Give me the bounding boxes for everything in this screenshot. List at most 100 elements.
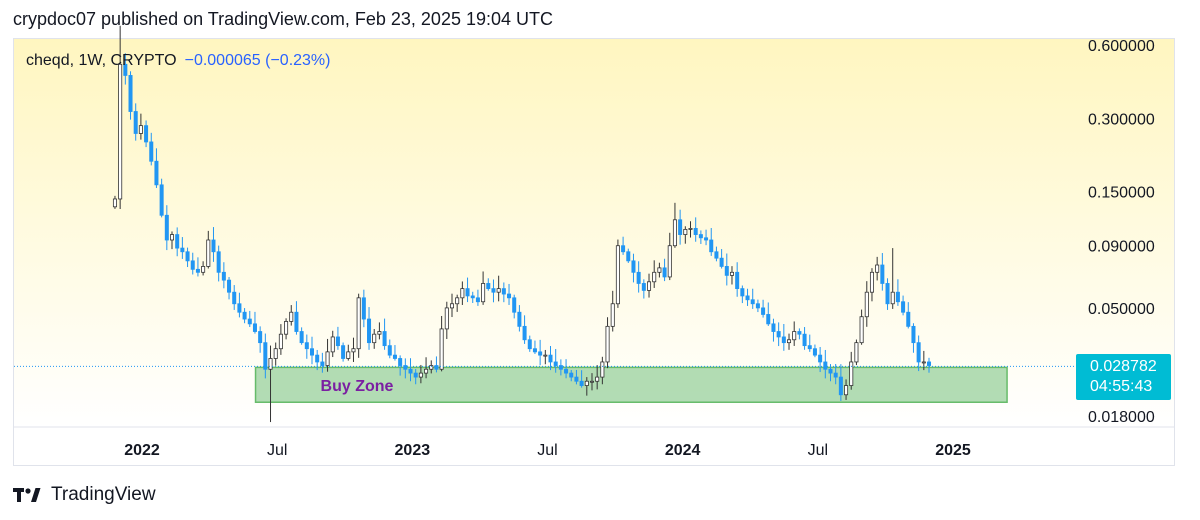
candle-28 [258,326,263,353]
candle-125 [761,299,766,318]
candle-20 [216,245,221,282]
candle-121 [740,285,745,304]
candle-105 [657,262,662,278]
y-axis: 0.600000 0.300000 0.150000 0.090000 0.050000… [1088,38,1155,426]
candle-12 [175,227,180,257]
candle-33 [284,318,289,340]
candle-29 [263,333,268,379]
candle-141 [844,379,849,400]
bar-countdown: 04:55:43 [1090,378,1153,395]
candle-46 [351,337,356,362]
candle-116 [714,246,719,262]
candle-73 [491,279,496,303]
x-axis: 2022 Jul 2023 Jul 2024 Jul 2025 [124,442,971,459]
candle-111 [688,221,693,238]
last-price-value: 0.028782 [1090,358,1157,375]
candle-135 [812,344,817,358]
candle-110 [683,226,688,244]
candle-134 [807,334,812,352]
candle-154 [911,323,916,353]
candle-97 [615,239,620,308]
candle-115 [709,228,714,256]
candle-137 [823,349,828,379]
candle-47 [356,293,361,358]
candle-4 [133,103,138,141]
candle-107 [667,232,672,281]
candle-38 [309,336,315,365]
candle-45 [346,344,351,361]
candle-48 [361,289,366,328]
candle-90 [579,370,584,388]
candle-144 [859,309,864,345]
candle-69 [470,291,475,303]
candle-61 [429,360,434,374]
candle-136 [818,346,823,373]
candle-131 [792,321,797,346]
candle-78 [517,305,522,332]
candle-83 [543,349,548,365]
candle-22 [227,277,232,300]
candle-129 [781,324,786,351]
candle-5 [138,113,143,140]
candle-117 [719,249,724,269]
y-tick-label-0-600000: 0.600000 [1088,38,1155,55]
buy-zone-label: Buy Zone [321,378,394,395]
x-tick-label-2023-2: 2023 [395,442,431,459]
candle-147 [875,256,880,281]
footer[interactable]: TradingView [13,484,156,506]
candle-76 [507,283,512,305]
candles [112,25,932,423]
candle-150 [890,248,895,309]
candle-7 [149,132,154,166]
candle-120 [735,262,740,297]
candle-16 [195,257,200,277]
candle-148 [880,253,885,291]
candle-72 [486,278,491,291]
candle-99 [626,248,631,263]
candle-86 [558,359,563,376]
candle-0 [112,195,117,209]
candle-126 [766,302,771,326]
candle-96 [610,290,615,332]
candle-30 [268,345,273,423]
candle-128 [776,322,781,347]
candle-91 [584,377,589,396]
buy-zone-rect [254,366,1008,403]
candle-119 [729,266,734,285]
candle-106 [662,258,667,282]
candle-146 [869,268,874,302]
candle-85 [553,349,558,373]
candle-98 [621,236,626,255]
x-tick-label-2022-0: 2022 [124,442,160,459]
candle-24 [237,292,242,318]
candle-36 [299,327,304,345]
x-tick-label-2024-4: 2024 [665,442,701,459]
candle-149 [885,278,890,310]
candle-70 [475,289,480,306]
candle-87 [564,359,569,379]
change-label: −0.000065 (−0.23%) [184,52,331,69]
candle-138 [828,364,833,382]
candle-130 [787,333,792,350]
candle-2 [123,53,128,85]
y-tick-label-0-090000: 0.090000 [1088,239,1155,256]
candle-53 [387,339,392,359]
candle-6 [144,120,149,148]
candle-143 [854,339,859,366]
candle-95 [605,317,610,369]
candle-127 [771,318,776,342]
candle-11 [169,231,175,250]
candle-41 [325,338,330,372]
candle-57 [408,358,413,382]
x-tick-label-2025-6: 2025 [935,442,971,459]
candle-49 [367,307,372,350]
y-tick-label-0-018000: 0.018000 [1088,409,1155,426]
candle-101 [636,261,641,293]
y-tick-label-0-300000: 0.300000 [1088,111,1155,128]
candle-104 [652,260,657,288]
candle-123 [750,288,755,309]
candle-100 [631,253,636,283]
last-price-tag: 0.028782 04:55:43 [1076,354,1171,400]
candle-1 [118,25,123,210]
